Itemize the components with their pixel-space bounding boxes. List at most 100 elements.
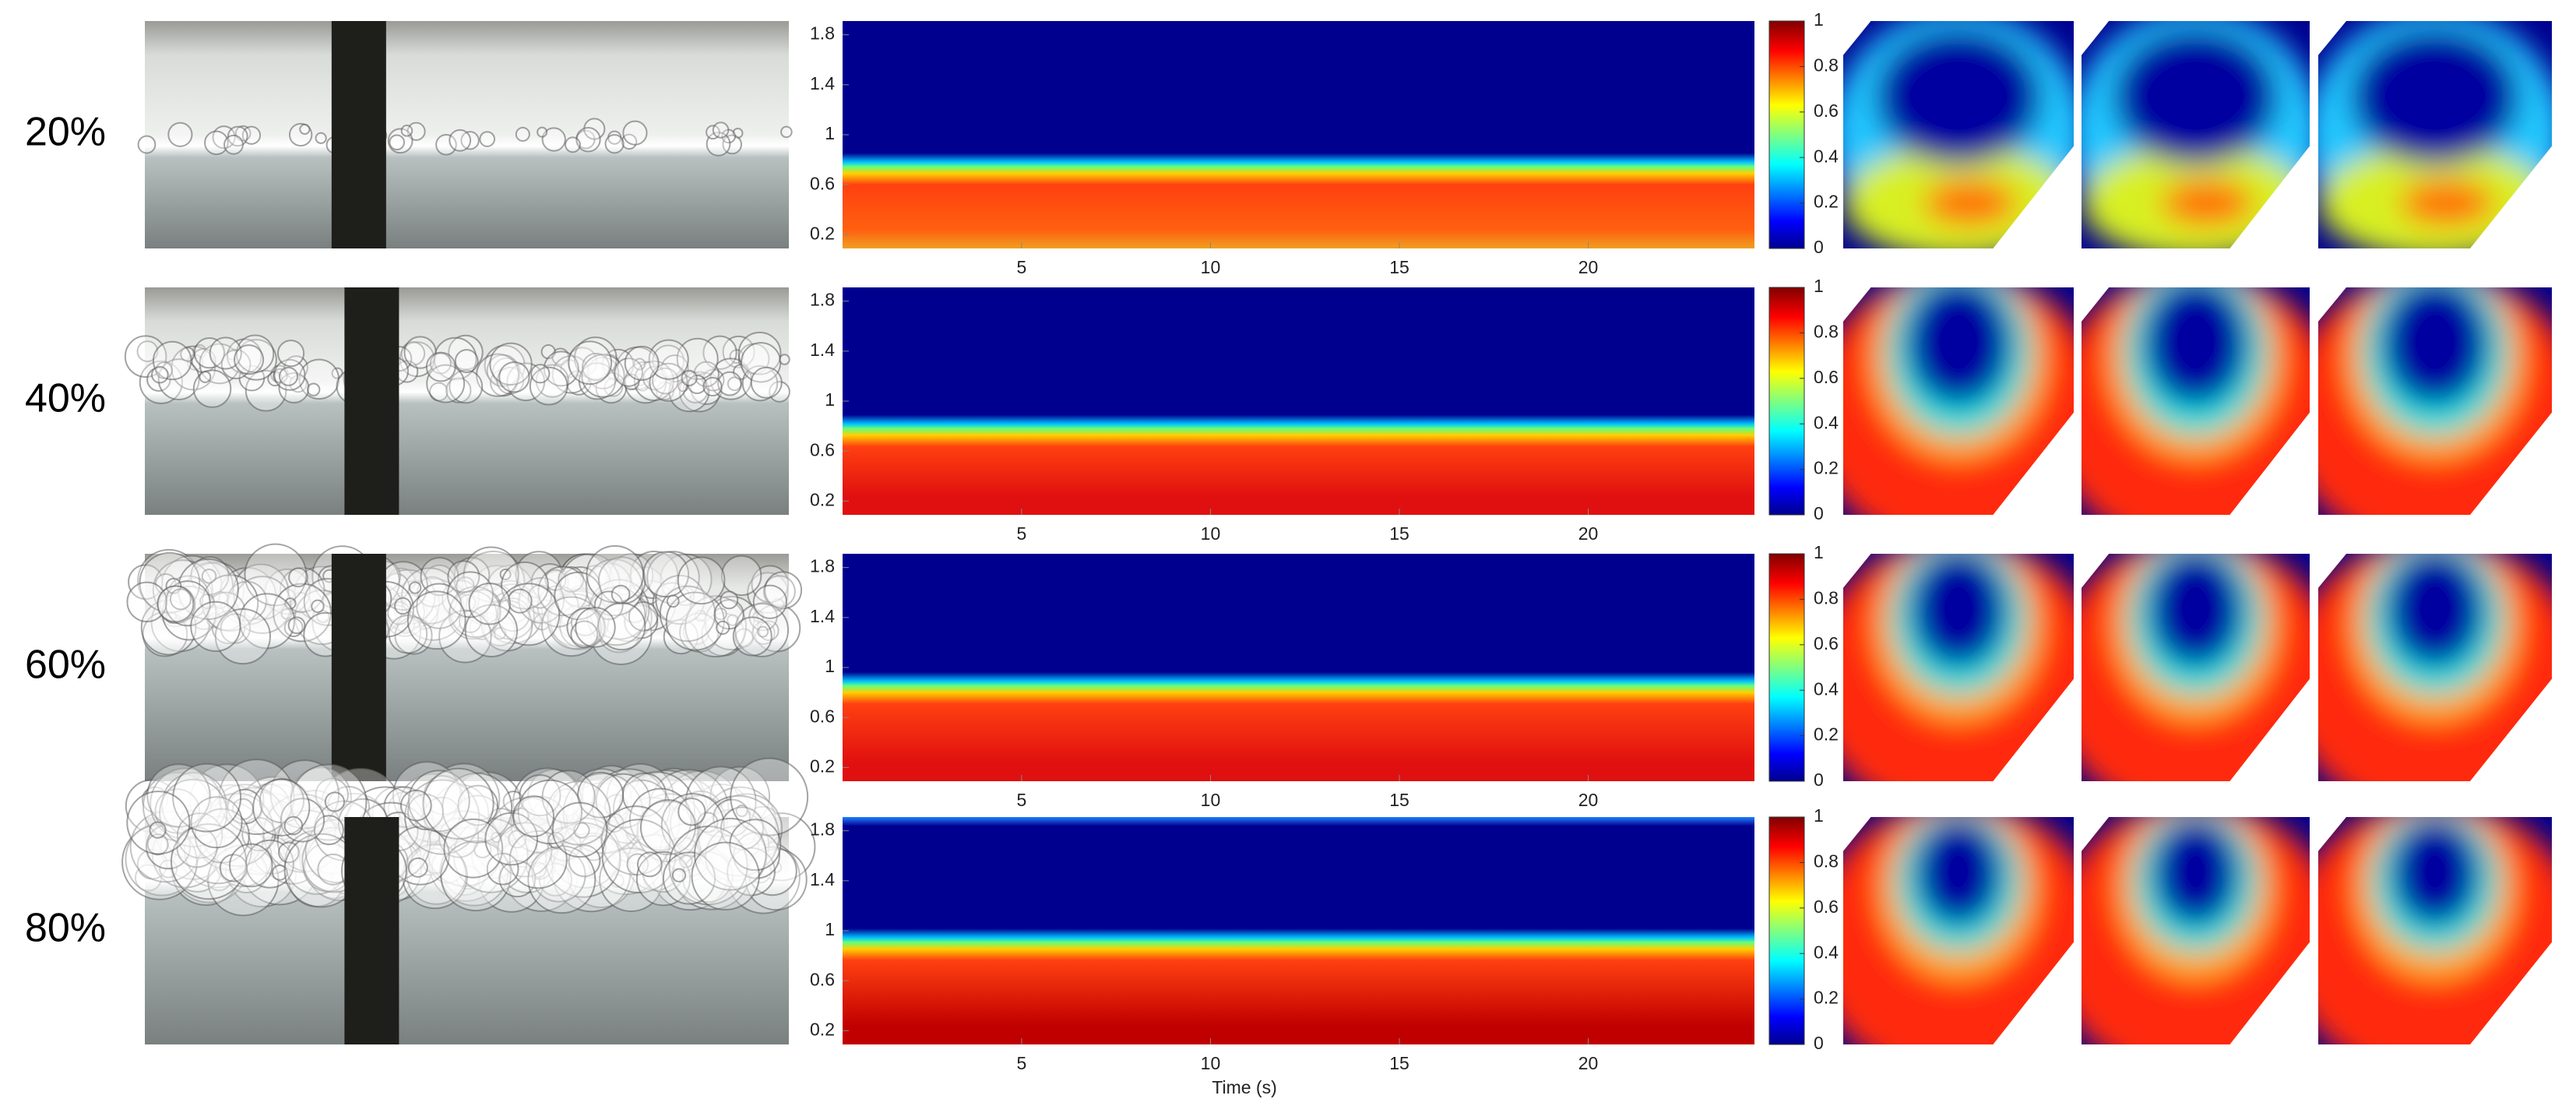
bubble <box>283 815 304 836</box>
tomogram-corner <box>1843 554 1871 588</box>
heatmap <box>843 817 1754 1044</box>
colorbar-tick-label: 0.8 <box>1814 55 1839 75</box>
tomogram-corner <box>1843 817 1871 851</box>
bubble <box>529 366 568 406</box>
colorbar-tick-label: 0.8 <box>1814 321 1839 341</box>
bubble <box>233 344 265 375</box>
field <box>2152 817 2240 927</box>
bubble <box>229 843 273 888</box>
bubble <box>457 784 499 826</box>
field <box>1905 287 2012 406</box>
y-tick-label: 1.4 <box>810 73 835 93</box>
y-tick-label: 0.6 <box>810 439 835 460</box>
x-tick-label: 10 <box>1201 790 1221 810</box>
colorbar-tick-label: 0.4 <box>1814 942 1839 962</box>
bubble <box>314 815 344 846</box>
row-label: 80% <box>25 906 106 951</box>
colorbar <box>1768 20 1805 249</box>
bubble <box>722 134 742 155</box>
tomogram-corner <box>2082 287 2110 322</box>
tomogram-field <box>1843 287 2074 515</box>
bubble <box>730 757 809 837</box>
y-tick-label: 1.8 <box>810 290 835 310</box>
tomogram-corner <box>1993 146 2074 248</box>
bubble <box>244 543 308 607</box>
bubble <box>568 844 601 878</box>
bubble <box>624 345 660 381</box>
bubble <box>446 571 494 618</box>
bubble <box>750 366 783 399</box>
y-tick-label: 1.4 <box>810 340 835 360</box>
field <box>2143 287 2248 406</box>
bubble <box>425 351 456 382</box>
bubble <box>311 599 325 614</box>
colorbar-tick-label: 0 <box>1814 770 1824 790</box>
heatmap <box>843 21 1754 248</box>
bubble <box>694 817 767 891</box>
bubble <box>278 366 298 386</box>
bubble <box>190 796 243 849</box>
tomogram-corner <box>2318 287 2346 322</box>
tomogram-corner <box>1993 942 2074 1044</box>
tomogram-corner <box>2229 412 2310 515</box>
y-tick-label: 0.2 <box>810 489 835 509</box>
field <box>2381 287 2489 406</box>
bubble <box>577 771 625 819</box>
y-tick-label: 1.4 <box>810 606 835 626</box>
bubble <box>570 620 599 649</box>
bubble <box>498 361 530 393</box>
field <box>1909 554 2008 667</box>
x-tick-label: 20 <box>1578 1053 1599 1073</box>
tomogram-field <box>1843 21 2074 248</box>
x-axis-label: Time (s) <box>1212 1077 1276 1097</box>
field <box>2161 180 2253 226</box>
bubble <box>280 798 326 843</box>
bubble <box>149 821 167 839</box>
tomogram-corner <box>1993 678 2074 781</box>
bubble <box>575 607 616 648</box>
colorbar <box>1768 553 1805 782</box>
bubble <box>593 590 624 621</box>
bubble <box>288 122 313 147</box>
bubble <box>204 130 229 156</box>
y-tick-label: 0.2 <box>810 1019 835 1039</box>
bubble <box>399 789 432 822</box>
bubble <box>512 795 555 837</box>
bubble <box>712 122 730 139</box>
y-tick-label: 1.8 <box>810 819 835 840</box>
bubble <box>289 375 308 393</box>
bubble <box>581 354 625 398</box>
colorbar-tick-label: 0.4 <box>1814 412 1839 432</box>
tomogram-corner <box>1843 287 1871 322</box>
tomogram-blur <box>1843 817 2074 1044</box>
colorbar-tick-label: 1 <box>1814 805 1824 826</box>
bubble <box>284 597 297 610</box>
bubble <box>209 336 242 370</box>
tomogram-field <box>2082 287 2310 515</box>
colorbar-tick-label: 0.2 <box>1814 192 1839 212</box>
x-tick-label: 15 <box>1389 257 1409 277</box>
bubble <box>586 545 645 604</box>
colorbar-tick-label: 1 <box>1814 276 1824 296</box>
bubble <box>407 770 470 833</box>
bubble <box>780 125 793 139</box>
bubble <box>157 585 195 623</box>
bubble <box>449 129 472 152</box>
tomogram-corner <box>2229 942 2310 1044</box>
bubble <box>422 767 494 840</box>
tomogram-corner <box>1843 21 1871 55</box>
bubble <box>139 551 201 614</box>
ruler <box>331 554 386 781</box>
bubble <box>435 133 457 156</box>
y-tick-label: 1.8 <box>810 23 835 44</box>
y-tick-label: 1 <box>825 389 835 410</box>
colorbar-tick-label: 0.4 <box>1814 678 1839 699</box>
bubble <box>497 583 561 646</box>
x-tick-label: 5 <box>1017 1053 1027 1073</box>
bubble <box>649 362 688 402</box>
ruler <box>331 21 386 248</box>
bubble <box>468 583 511 625</box>
bubble <box>554 571 603 621</box>
y-tick-label: 0.6 <box>810 969 835 989</box>
